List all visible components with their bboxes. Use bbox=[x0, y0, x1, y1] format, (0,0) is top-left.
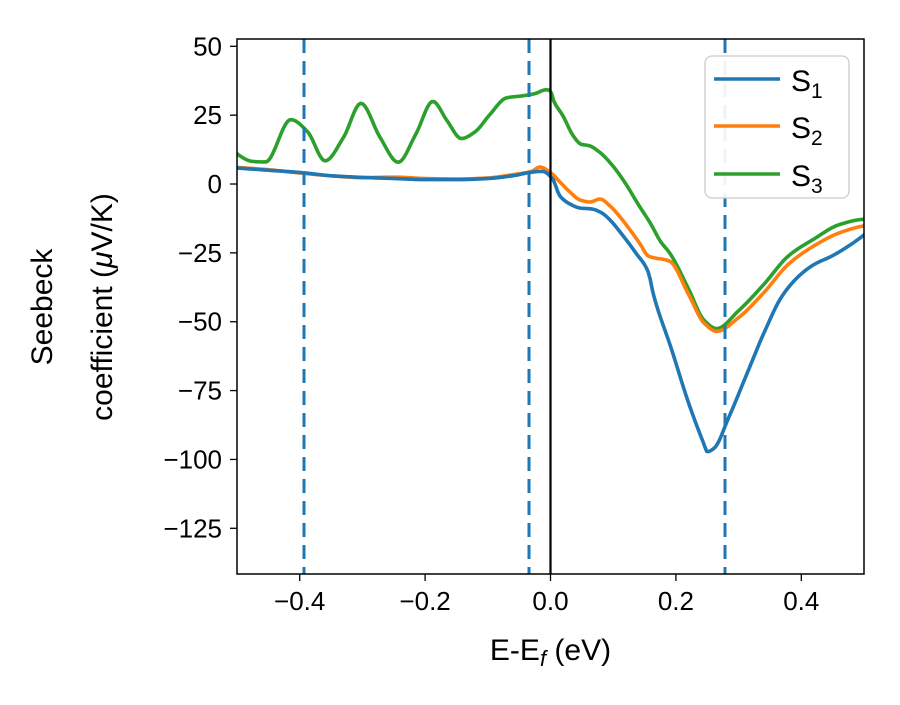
svg-text:−0.4: −0.4 bbox=[274, 586, 325, 616]
svg-text:coefficient (μV/K): coefficient (μV/K) bbox=[86, 193, 119, 421]
svg-text:−25: −25 bbox=[178, 238, 222, 268]
svg-text:50: 50 bbox=[193, 31, 222, 61]
svg-text:−125: −125 bbox=[163, 513, 222, 543]
svg-text:−50: −50 bbox=[178, 307, 222, 337]
svg-text:−75: −75 bbox=[178, 376, 222, 406]
svg-text:−100: −100 bbox=[163, 444, 222, 474]
svg-text:25: 25 bbox=[193, 100, 222, 130]
svg-text:0.4: 0.4 bbox=[783, 586, 819, 616]
svg-text:0.2: 0.2 bbox=[658, 586, 694, 616]
svg-text:0: 0 bbox=[208, 169, 222, 199]
svg-text:E-Ef (eV): E-Ef (eV) bbox=[490, 634, 611, 671]
svg-text:−0.2: −0.2 bbox=[399, 586, 450, 616]
svg-text:Seebeck: Seebeck bbox=[26, 248, 59, 366]
svg-text:0.0: 0.0 bbox=[532, 586, 568, 616]
